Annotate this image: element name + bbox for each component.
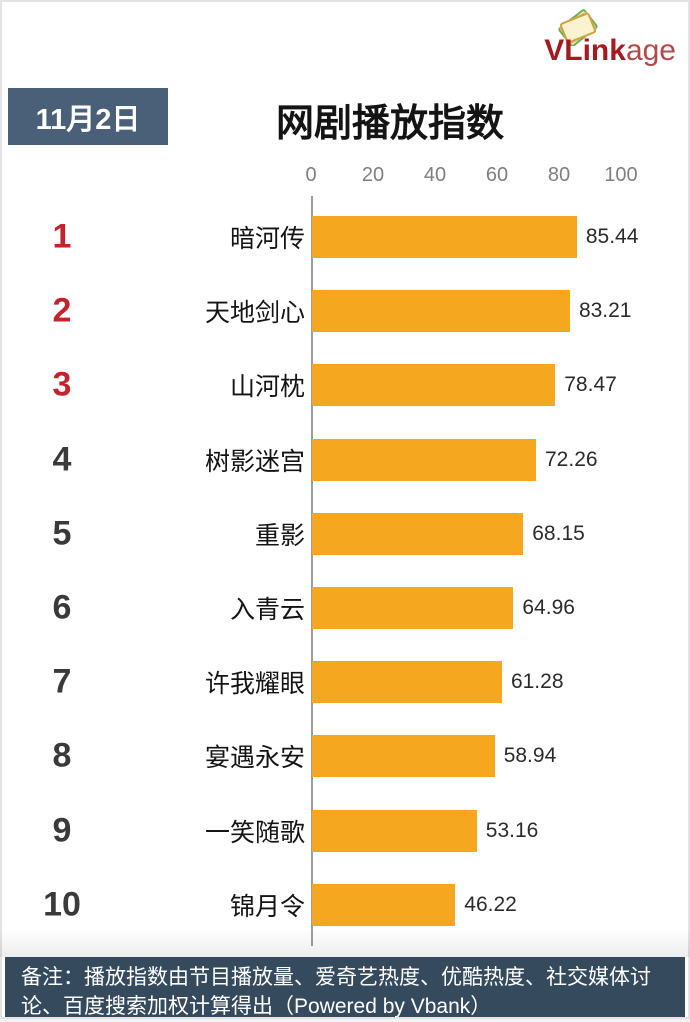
drama-name: 入青云	[229, 596, 305, 624]
chart-row: 1 暗河传 85.44	[0, 200, 690, 274]
axis-tick-label: 20	[361, 164, 385, 186]
page-title: 网剧播放指数	[275, 103, 504, 145]
value-label: 83.21	[578, 299, 632, 323]
axis-tick-label: 100	[604, 164, 638, 186]
axis-tick-label: 60	[485, 164, 509, 186]
x-axis-ticks: 0 20 40 60 80 100	[305, 164, 637, 190]
value-label: 85.44	[585, 225, 639, 248]
chart-row: 8 宴遇永安 58.94	[0, 719, 690, 793]
drama-name: 天地剑心	[204, 299, 305, 328]
value-bar	[312, 290, 570, 333]
rank-label: 2	[52, 291, 72, 330]
rank-label: 1	[52, 217, 72, 256]
drama-name: 暗河传	[229, 225, 305, 253]
value-label: 64.96	[522, 596, 575, 619]
value-label: 61.28	[510, 670, 564, 694]
value-bar	[312, 661, 502, 704]
value-bar	[312, 587, 514, 629]
date-badge: 11月2日	[8, 88, 168, 145]
logo-text-bold: VLink	[544, 34, 626, 67]
chart-row: 7 许我耀眼 61.28	[0, 645, 690, 719]
rank-label: 9	[52, 811, 72, 850]
rank-label: 8	[52, 736, 72, 775]
value-bar	[312, 438, 536, 481]
chart-row: 6 入青云 64.96	[0, 571, 690, 645]
axis-tick-label: 80	[547, 164, 571, 186]
chart-row: 9 一笑随歌 53.16	[0, 794, 690, 868]
value-label: 53.16	[485, 818, 539, 842]
drama-name: 重影	[254, 521, 305, 550]
value-bar	[312, 364, 556, 407]
logo-text-light: age	[625, 34, 676, 67]
chart-row: 5 重影 68.15	[0, 497, 690, 571]
value-bar	[312, 809, 477, 852]
value-label: 72.26	[545, 447, 598, 471]
rank-label: 3	[52, 365, 72, 404]
drama-name: 许我耀眼	[204, 670, 305, 699]
logo-wordmark: VLinkage	[544, 34, 676, 68]
value-label: 46.22	[464, 892, 517, 916]
stacked-cards-icon	[558, 9, 598, 46]
chart-rows: 1 暗河传 85.44 2 天地剑心 83.21 3 山河枕 78.47 4 树影迷宫 72.26 5 重…	[0, 200, 690, 942]
drama-name: 树影迷宫	[204, 447, 305, 476]
value-bar	[312, 735, 495, 778]
vlinkage-logo: VLinkage	[536, 6, 676, 68]
drama-name: 一笑随歌	[204, 818, 305, 847]
drama-name: 山河枕	[229, 373, 305, 402]
value-bar	[312, 216, 577, 258]
rank-label: 7	[52, 662, 72, 701]
axis-tick-label: 40	[423, 164, 447, 186]
value-label: 78.47	[564, 373, 617, 397]
value-bar	[312, 512, 524, 555]
chart-row: 3 山河枕 78.47	[0, 348, 690, 422]
value-bar	[312, 883, 456, 926]
value-label: 68.15	[532, 521, 585, 545]
footer-note: 备注：播放指数由节目播放量、爱奇艺热度、优酷热度、社交媒体讨论、百度搜索加权计算…	[5, 957, 685, 1018]
rank-label: 4	[52, 440, 72, 479]
chart-row: 4 树影迷宫 72.26	[0, 423, 690, 497]
axis-tick-label: 0	[305, 164, 317, 186]
bottom-fade	[0, 928, 690, 957]
y-axis-line	[311, 196, 313, 946]
drama-name: 锦月令	[229, 892, 305, 921]
rank-label: 5	[52, 514, 72, 553]
drama-name: 宴遇永安	[204, 744, 305, 773]
rank-label: 10	[43, 885, 81, 924]
chart-row: 10 锦月令 46.22	[0, 868, 690, 942]
rank-label: 6	[52, 588, 72, 627]
value-label: 58.94	[503, 744, 557, 768]
chart-row: 2 天地剑心 83.21	[0, 274, 690, 348]
